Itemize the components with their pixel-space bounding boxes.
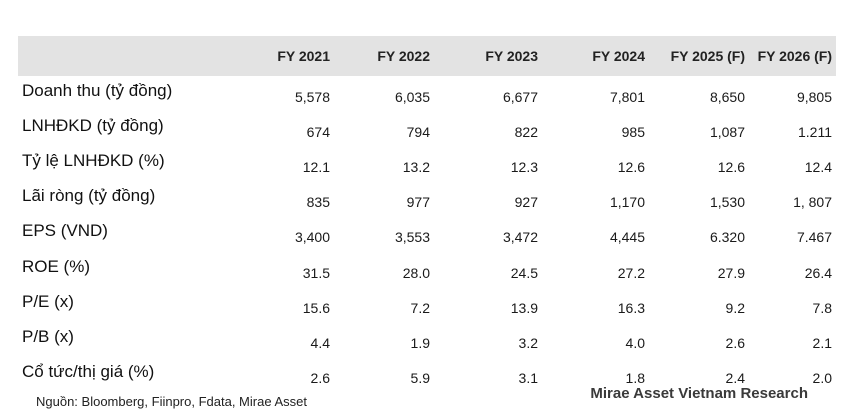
table-cell: 985 (621, 123, 645, 140)
header-empty (18, 36, 228, 76)
table-row: ROE (%) 31.5 28.0 24.5 27.2 27.9 26.4 (18, 252, 836, 287)
table-cell: 674 (306, 123, 330, 140)
table-cell: 2.4 (725, 370, 745, 387)
table-cell: 3.1 (518, 370, 538, 387)
table-cell: 7.8 (812, 299, 832, 316)
table-row: LNHĐKD (tỷ đồng) 674 794 822 985 1,087 1… (18, 111, 836, 146)
table-cell: 794 (406, 123, 430, 140)
table-cell: 1,087 (709, 123, 745, 140)
source-note: Nguồn: Bloomberg, Fiinpro, Fdata, Mirae … (36, 394, 307, 409)
row-label: Doanh thu (tỷ đồng) (22, 80, 173, 100)
research-brand: Mirae Asset Vietnam Research (590, 385, 808, 402)
table-row: P/E (x) 15.6 7.2 13.9 16.3 9.2 7.8 (18, 287, 836, 322)
row-label: Tỷ lệ LNHĐKD (%) (22, 150, 165, 170)
table-cell: 28.0 (402, 264, 430, 281)
table-cell: 7.467 (796, 229, 832, 246)
table-cell: 1.211 (798, 123, 832, 140)
row-label: ROE (%) (22, 256, 90, 276)
table-cell: 3,553 (394, 229, 430, 246)
header-fy2021: FY 2021 (277, 48, 330, 64)
table-cell: 2.6 (725, 334, 745, 351)
table-cell: 822 (514, 123, 538, 140)
table-cell: 12.3 (510, 158, 538, 175)
header-fy2025f: FY 2025 (F) (670, 48, 745, 64)
table-cell: 9,805 (796, 88, 832, 105)
table-cell: 4.0 (625, 334, 645, 351)
header-fy2024: FY 2024 (592, 48, 645, 64)
table-row: Cổ tức/thị giá (%) 2.6 5.9 3.1 1.8 2.4 2… (18, 358, 836, 393)
table-cell: 8,650 (709, 88, 745, 105)
table-cell: 7,801 (609, 88, 645, 105)
table-cell: 4.4 (310, 334, 330, 351)
table-row: P/B (x) 4.4 1.9 3.2 4.0 2.6 2.1 (18, 322, 836, 357)
table-cell: 9.2 (725, 299, 745, 316)
header-fy2022: FY 2022 (377, 48, 430, 64)
table-cell: 5,578 (294, 88, 330, 105)
row-label: LNHĐKD (tỷ đồng) (22, 115, 164, 135)
table-cell: 27.9 (717, 264, 745, 281)
table-cell: 24.5 (510, 264, 538, 281)
table-cell: 927 (514, 194, 538, 211)
table-cell: 4,445 (609, 229, 645, 246)
table-cell: 3.2 (518, 334, 538, 351)
table-cell: 1.8 (625, 370, 645, 387)
table-row: Lãi ròng (tỷ đồng) 835 977 927 1,170 1,5… (18, 182, 836, 217)
table-cell: 977 (406, 194, 430, 211)
table-cell: 1,170 (609, 194, 645, 211)
table-cell: 7.2 (410, 299, 430, 316)
row-label: EPS (VND) (22, 221, 108, 241)
table-row: Tỷ lệ LNHĐKD (%) 12.1 13.2 12.3 12.6 12.… (18, 146, 836, 181)
header-fy2026f: FY 2026 (F) (757, 48, 832, 64)
table-cell: 2.0 (812, 370, 832, 387)
table-cell: 13.9 (510, 299, 538, 316)
table-cell: 3,472 (502, 229, 538, 246)
table-cell: 12.1 (302, 158, 330, 175)
table-cell: 26.4 (804, 264, 832, 281)
financial-table: FY 2021 FY 2022 FY 2023 FY 2024 FY 2025 … (18, 36, 836, 393)
table-cell: 12.6 (717, 158, 745, 175)
header-fy2023: FY 2023 (485, 48, 538, 64)
table-cell: 16.3 (617, 299, 645, 316)
header-band (18, 36, 836, 76)
row-label: Cổ tức/thị giá (%) (22, 362, 155, 382)
table-cell: 15.6 (302, 299, 330, 316)
table-cell: 6,035 (394, 88, 430, 105)
table-row: EPS (VND) 3,400 3,553 3,472 4,445 6.320 … (18, 217, 836, 252)
table-cell: 1,530 (709, 194, 745, 211)
table-cell: 12.4 (804, 158, 832, 175)
table-cell: 835 (306, 194, 330, 211)
table-cell: 3,400 (294, 229, 330, 246)
row-label: P/B (x) (22, 326, 74, 346)
table-cell: 6,677 (502, 88, 538, 105)
table-cell: 2.1 (812, 334, 832, 351)
table-cell: 31.5 (302, 264, 330, 281)
table-cell: 13.2 (402, 158, 430, 175)
table-cell: 6.320 (709, 229, 745, 246)
table-row: Doanh thu (tỷ đồng) 5,578 6,035 6,677 7,… (18, 76, 836, 111)
table-cell: 12.6 (617, 158, 645, 175)
table-cell: 1, 807 (793, 194, 832, 211)
table-cell: 5.9 (410, 370, 430, 387)
header-row: FY 2021 FY 2022 FY 2023 FY 2024 FY 2025 … (18, 36, 836, 76)
table-cell: 1.9 (410, 334, 430, 351)
row-label: Lãi ròng (tỷ đồng) (22, 186, 156, 206)
row-label: P/E (x) (22, 291, 74, 311)
table-cell: 2.6 (310, 370, 330, 387)
table-cell: 27.2 (617, 264, 645, 281)
